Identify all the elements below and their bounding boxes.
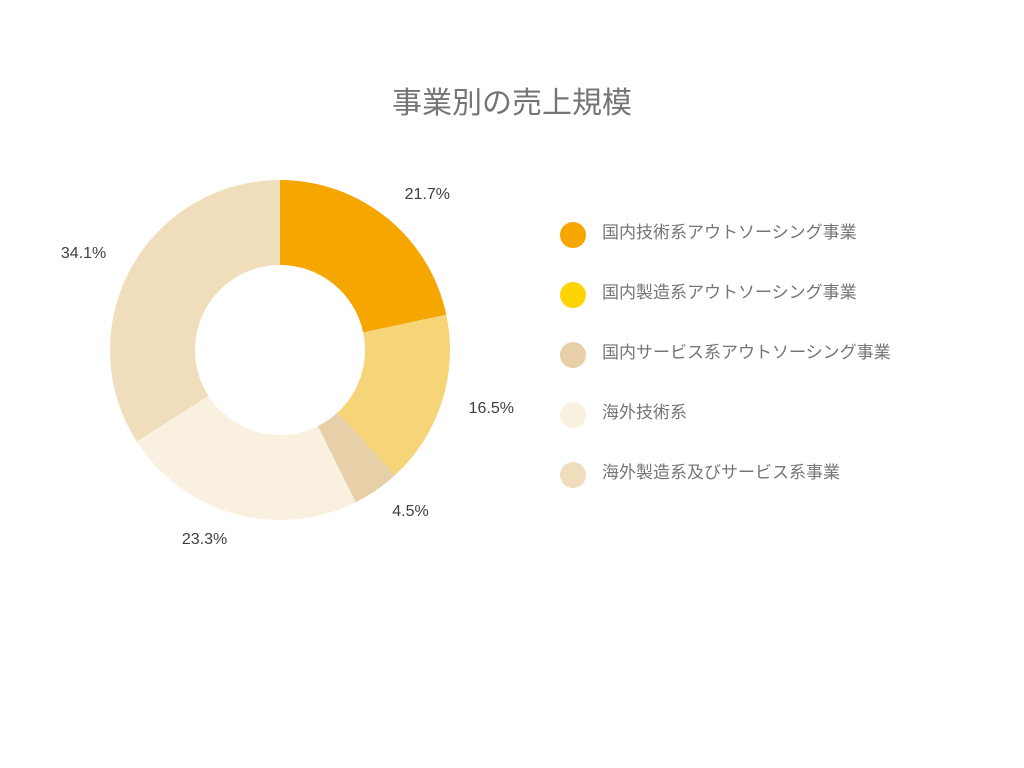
legend-swatch xyxy=(560,462,586,488)
donut-svg xyxy=(100,170,460,530)
donut-chart xyxy=(100,170,460,530)
donut-slice xyxy=(110,180,280,442)
percentage-label: 23.3% xyxy=(182,531,227,549)
legend-label: 海外技術系 xyxy=(602,400,687,426)
legend: 国内技術系アウトソーシング事業 国内製造系アウトソーシング事業 国内サービス系ア… xyxy=(560,220,980,520)
legend-item: 国内製造系アウトソーシング事業 xyxy=(560,280,980,308)
percentage-label: 4.5% xyxy=(392,503,428,521)
chart-title: 事業別の売上規模 xyxy=(0,0,1024,122)
percentage-label: 21.7% xyxy=(405,186,450,204)
legend-item: 海外技術系 xyxy=(560,400,980,428)
legend-label: 国内製造系アウトソーシング事業 xyxy=(602,280,857,306)
legend-label: 海外製造系及びサービス系事業 xyxy=(602,460,840,486)
legend-label: 国内サービス系アウトソーシング事業 xyxy=(602,340,891,366)
percentage-label: 16.5% xyxy=(469,400,514,418)
legend-swatch xyxy=(560,402,586,428)
legend-swatch xyxy=(560,222,586,248)
legend-item: 国内サービス系アウトソーシング事業 xyxy=(560,340,980,368)
legend-swatch xyxy=(560,282,586,308)
legend-item: 海外製造系及びサービス系事業 xyxy=(560,460,980,488)
percentage-label: 34.1% xyxy=(61,245,106,263)
legend-item: 国内技術系アウトソーシング事業 xyxy=(560,220,980,248)
legend-swatch xyxy=(560,342,586,368)
legend-label: 国内技術系アウトソーシング事業 xyxy=(602,220,857,246)
